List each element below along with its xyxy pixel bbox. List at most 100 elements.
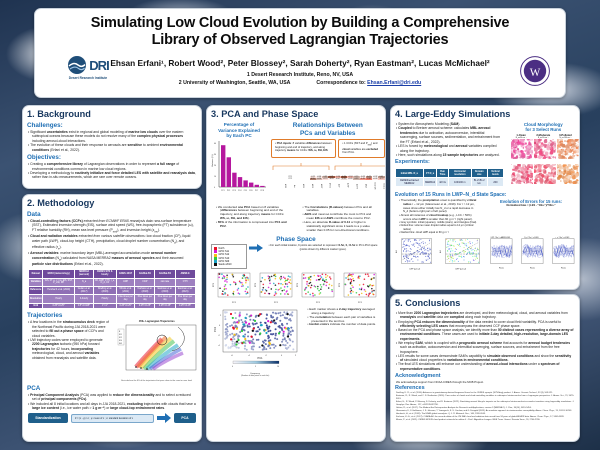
heatmap-cell: 0.29: [315, 177, 323, 180]
table-cell: WS, FT ω, z_inv, EIS, SST, P_msl, RH: [42, 277, 76, 288]
svg-text:30: 30: [214, 154, 216, 156]
svg-text:20: 20: [214, 165, 216, 167]
table-header-cell: Dataset: [28, 269, 44, 279]
correspondence-email-link[interactable]: Ehsan.Erfani@dri.edu: [367, 80, 422, 87]
table-cell: Gelaro et al. (2017): [74, 286, 94, 296]
error-evolution-title: Evolution of Errors for 15 runs:: [499, 199, 563, 205]
heatmap-col-label: ΔNd: [364, 184, 367, 188]
traj-bullet-1: • A few locations in the stratocumulus d…: [28, 320, 109, 338]
pca-label: PCA: [27, 384, 41, 392]
lwp-bullet-2: • Almost all instances of cloud breakup …: [399, 212, 473, 221]
svg-text:N: N: [119, 331, 121, 333]
variance-bar: [237, 176, 243, 187]
heatmap-col-label: ΔCF: [337, 184, 340, 188]
affiliation-1: 1 Desert Research Institute, Reno, NV, U…: [246, 72, 354, 79]
morphology-column-sublabel: N_a=50 cm⁻³: [515, 136, 527, 139]
cloud-field-image: [532, 137, 558, 160]
heatmap-col-label: ΔWS: [283, 183, 286, 188]
cloud-field-image: [554, 162, 579, 186]
table-cell: LWP: [115, 277, 136, 288]
table-header-cell: Domain size: [470, 168, 488, 179]
table-header-cell: CERES SYN 3-hourly: [93, 269, 117, 279]
table-cell: Five times per day: [174, 294, 196, 304]
uw-seal-icon: W: [520, 56, 550, 86]
heatmap-col-label: ΔLWP: [346, 183, 349, 189]
objective-bullet-1: • Creating a comprehensive library of La…: [28, 162, 180, 171]
svg-text:-4: -4: [218, 345, 221, 347]
table-cell: 0.25°×0.25°: [174, 302, 196, 310]
heatmap-col-label: Δω: [292, 184, 295, 188]
heatmap-cell: -0.08: [359, 175, 366, 178]
svg-text:S11: S11: [119, 334, 122, 336]
svg-text:PC2: PC2: [213, 282, 215, 287]
heatmap-cell: -0.05: [347, 177, 354, 180]
reference-item: Karlsson, K.-G., et al. (2017): CLARA-A2…: [396, 415, 565, 418]
lwp-bullet-5: • Dashed line: cloud LWP equal to 60 g m…: [399, 231, 449, 235]
table-header-cell: Initial MBL N_a: [394, 168, 425, 179]
table-cell: Grid: [28, 302, 44, 310]
table-cell: MERRA2: [423, 177, 438, 188]
reference-item: Erfani, E., R. Wood, P. Blossey, S. Dohe…: [396, 400, 574, 406]
svg-text:-2: -2: [265, 355, 268, 357]
conclusion-3: • Based on the PCA and phase space analy…: [396, 328, 574, 341]
trajectories-label: Trajectories: [27, 312, 63, 320]
legend-item: GPCI S11: [214, 250, 244, 254]
svg-text:PC1: PC1: [358, 302, 363, 304]
pca-step: PCA: [174, 413, 196, 424]
error-evolution-subtitle: Normalized bias = (LES - "Obs.")/"Obs.": [506, 204, 556, 208]
phase-bullet-2: • The correlation between each pair of v…: [307, 314, 376, 323]
pca-bullet-2: • We included all 8 initial locations an…: [28, 401, 196, 411]
svg-text:-4: -4: [248, 355, 251, 357]
table-cell: CF, LWP, CTH, r_e, N_d, CF: [93, 277, 117, 288]
svg-text:0: 0: [214, 187, 215, 189]
table-header-row: Initial MBL N_a FT N_a Run Time Horizontal …: [394, 168, 505, 179]
table-header-row: Dataset ERA5 (meteorology) MERRA2 (aerosol…: [28, 269, 196, 279]
table-cell: 0.25°×0.25°: [134, 302, 156, 310]
reference-item: Doelling, D. R., et al. (2016): Advances…: [396, 391, 553, 394]
table-cell: Hourly: [93, 294, 117, 304]
dri-wordmark: DRI: [89, 57, 109, 73]
acknowledgment-text: We acknowledge support from NOAA CIRES t…: [396, 379, 484, 384]
affiliation-2: 2 University of Washington, Seattle, WA,…: [178, 80, 291, 87]
morphology-column-label: 1-Clean N_a=50 cm⁻³: [511, 134, 532, 139]
heatmap-cell: -0.49: [359, 177, 366, 180]
section-background: 5. Conclusions • More than 2200 Lagrangi…: [390, 294, 580, 442]
poster-header: Simulating Low Cloud Evolution by Buildi…: [34, 8, 566, 98]
legend-item: GPCI S09: [214, 260, 244, 263]
conclusion-2: • Employing PCA reduces the dimensionali…: [396, 319, 561, 328]
table-cell: CERES/extracted MERRA2: [394, 177, 425, 188]
standardization-formula: Z = (x - μ) / σ ; μ: mean of x ; σ: stan…: [71, 413, 154, 423]
svg-text:-2: -2: [218, 335, 221, 337]
svg-text:10: 10: [277, 366, 279, 368]
variance-bar: [249, 182, 254, 187]
table-cell: CTH: [174, 277, 196, 288]
pca-finding-2: • 65% of the information is compressed i…: [216, 220, 287, 228]
experiments-label: Experiments:: [395, 159, 430, 166]
pca-finding-1: • We conducted one PCA based on 8 variab…: [216, 204, 285, 221]
heatmap-col-label: ΔRH: [301, 184, 304, 188]
table-cell: Five times per day: [115, 294, 136, 304]
morphology-cell: [555, 136, 579, 164]
legend-label: GPCI S12: [218, 253, 230, 257]
cloud-field-image: [555, 136, 579, 161]
variance-bar: [226, 156, 231, 187]
morphology-cell: [532, 137, 558, 164]
objective-bullet-2: • Developing a methodology to routinely …: [28, 170, 196, 180]
phase-space-title: Phase Space: [276, 235, 316, 243]
svg-text:PC5: PC5: [244, 190, 247, 192]
table-row: Resolution Hourly 3-hourly Hourly Five times…: [28, 294, 196, 304]
svg-text:5: 5: [255, 366, 256, 368]
legend-label: Sandu 2010: [218, 263, 232, 267]
legend-swatch: [214, 253, 217, 257]
table-cell: Five times per day: [134, 294, 156, 304]
table-header-cell: GridSat-B1: [134, 269, 156, 279]
heatmap-cell: 0.32: [322, 175, 329, 178]
table-cell: LWP: [134, 277, 156, 288]
legend-label: North: [218, 246, 225, 250]
challenges-label: Challenges:: [27, 122, 63, 129]
table-cell: Variables: [28, 277, 44, 288]
morphology-column-label: 2-Moderate N_a=90 cm⁻³: [533, 134, 554, 139]
morphology-cell: [554, 162, 579, 189]
datasets-table: Dataset ERA5 (meteorology) MERRA2 (aerosol…: [28, 269, 196, 310]
table-cell: 51.2×51.2 km: [470, 177, 488, 188]
